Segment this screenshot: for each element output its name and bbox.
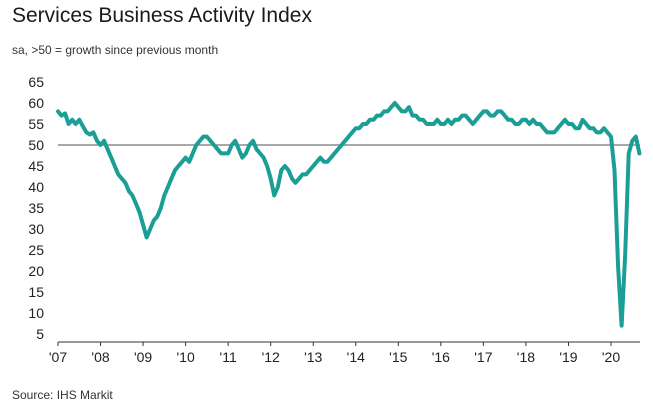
chart-title: Services Business Activity Index: [12, 4, 312, 27]
x-axis-ticks: '07 '08 '09 '10 '11 '12 '13 '14 '15 '16 '17 '18 '19 '…: [49, 349, 620, 365]
y-tick-label: 60: [28, 95, 44, 111]
x-tick-label: '20: [602, 349, 620, 365]
x-axis-tick-marks: [57, 342, 612, 346]
y-tick-label: 20: [28, 263, 44, 279]
y-tick-label: 15: [28, 284, 44, 300]
x-tick-label: '13: [304, 349, 322, 365]
x-tick-label: '09: [134, 349, 152, 365]
x-tick-label: '12: [262, 349, 280, 365]
x-tick-label: '16: [432, 349, 450, 365]
chart-subtitle: sa, >50 = growth since previous month: [12, 43, 219, 57]
y-tick-label: 10: [28, 305, 44, 321]
y-tick-label: 65: [28, 74, 44, 90]
y-tick-label: 40: [28, 179, 44, 195]
x-tick-label: '07: [49, 349, 67, 365]
x-tick-label: '10: [176, 349, 194, 365]
x-tick-label: '08: [91, 349, 109, 365]
y-tick-label: 5: [36, 326, 44, 342]
y-tick-label: 50: [28, 137, 44, 153]
x-tick-label: '11: [220, 349, 237, 365]
y-tick-label: 25: [28, 242, 44, 258]
x-tick-label: '14: [347, 349, 365, 365]
y-tick-label: 35: [28, 200, 44, 216]
y-tick-label: 55: [28, 116, 44, 132]
x-tick-label: '15: [389, 349, 407, 365]
x-tick-label: '18: [517, 349, 535, 365]
chart-source: Source: IHS Markit: [12, 388, 113, 402]
series-line: [56, 101, 642, 328]
x-tick-label: '19: [559, 349, 577, 365]
y-tick-label: 45: [28, 158, 44, 174]
x-tick-label: '17: [474, 349, 492, 365]
y-tick-label: 30: [28, 221, 44, 237]
y-axis-ticks: 65 60 55 50 45 40 35 30 25 20 15 10 5: [28, 74, 44, 342]
